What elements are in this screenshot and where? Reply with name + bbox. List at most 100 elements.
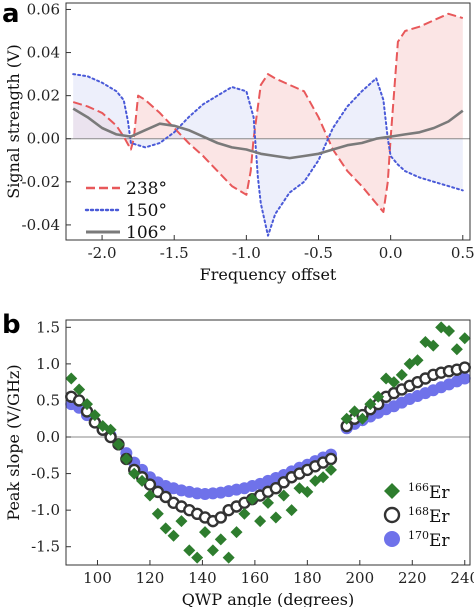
data-point-0-22 xyxy=(238,507,251,520)
data-point-0-47 xyxy=(443,324,456,337)
panel-a-y-tick-label: 0.04 xyxy=(27,44,60,62)
data-point-0-13 xyxy=(167,529,180,542)
data-point-0-7 xyxy=(120,452,133,465)
data-point-1-12 xyxy=(159,490,172,504)
legend-element-symbol: Er xyxy=(429,507,450,527)
data-point-0-16 xyxy=(191,551,204,564)
data-point-0-11 xyxy=(151,507,164,520)
panel-a-x-tick-label: -0.5 xyxy=(304,244,333,262)
panel-b-y-axis-label: Peak slope (V/GHz) xyxy=(4,364,23,520)
data-point-2-49 xyxy=(458,372,471,385)
data-point-0-24 xyxy=(254,515,267,528)
data-point-0-8 xyxy=(128,467,141,480)
panel-a-x-tick-label: 0.5 xyxy=(451,244,474,262)
data-point-0-6 xyxy=(112,438,125,451)
panel-a-y-tick-label: 0.06 xyxy=(27,0,60,18)
data-point-0-48 xyxy=(450,343,463,356)
panel-a-y-tick-label: 0.02 xyxy=(27,87,60,105)
data-point-0-1 xyxy=(73,383,86,396)
data-point-0-30 xyxy=(301,485,314,498)
panel-b-y-tick-label: 0.5 xyxy=(36,391,60,409)
panel-a-legend: 238°150°106° xyxy=(84,179,167,243)
panel-b-x-tick-label: 140 xyxy=(188,569,217,587)
panel-b-letter: b xyxy=(2,310,21,340)
panel-b-x-tick-label: 160 xyxy=(241,569,270,587)
legend-mass-number: 170 xyxy=(408,529,429,542)
panel-a-x-axis-label: Frequency offset xyxy=(200,265,337,284)
data-point-0-49 xyxy=(458,332,471,345)
data-point-0-34 xyxy=(340,412,353,425)
data-point-0-27 xyxy=(277,489,290,502)
panel-a-y-tick-label: -0.04 xyxy=(22,216,60,234)
panel-a-ticks: -2.0 -1.5 -1.0 -0.5 0.0 0.5 -0.04 -0.02 0.00 0.02… xyxy=(22,0,474,262)
series-fill-0 xyxy=(73,13,463,212)
panel-b-frame xyxy=(65,319,471,566)
data-point-1-49 xyxy=(458,361,471,374)
panel-a-frame xyxy=(65,2,471,241)
series-line-2 xyxy=(72,107,464,160)
panel-b-y-tick-label: -1.0 xyxy=(31,501,60,519)
series-line-0 xyxy=(72,12,464,213)
legend-label-2: 106° xyxy=(126,223,167,243)
panel-b-x-tick-label: 240 xyxy=(450,569,474,587)
data-point-1-33 xyxy=(324,452,338,466)
data-point-0-37 xyxy=(364,398,377,411)
data-point-0-32 xyxy=(317,471,330,484)
legend-label-0: 166Er xyxy=(408,481,450,503)
data-point-0-20 xyxy=(222,551,235,564)
panel-b-x-tick-label: 200 xyxy=(345,569,374,587)
panel-b: b 100 120 140 160 180 200 220 240 -1.5 -1.0 -0.5 0.… xyxy=(2,310,474,607)
panel-a-y-tick-label: -0.02 xyxy=(22,173,60,191)
data-point-0-23 xyxy=(246,493,259,506)
data-point-0-26 xyxy=(269,511,282,524)
legend-label-2: 170Er xyxy=(408,529,450,551)
legend-mass-number: 168 xyxy=(408,505,429,518)
panel-b-y-tick-label: 1.5 xyxy=(36,318,60,336)
data-point-0-9 xyxy=(136,474,149,487)
legend-element-symbol: Er xyxy=(429,483,450,503)
panel-b-y-tick-label: -0.5 xyxy=(31,465,60,483)
data-point-1-26 xyxy=(269,482,283,495)
panel-b-y-tick-label: 1.0 xyxy=(36,355,60,373)
data-point-0-10 xyxy=(143,489,156,502)
data-point-0-19 xyxy=(214,533,227,546)
data-point-0-41 xyxy=(395,368,408,381)
panel-a-x-tick-label: -1.0 xyxy=(232,244,261,262)
data-point-0-2 xyxy=(80,398,93,411)
data-point-0-38 xyxy=(372,390,385,403)
data-point-0-14 xyxy=(175,515,188,528)
panel-b-x-tick-label: 220 xyxy=(398,569,427,587)
panel-b-y-tick-label: 0.0 xyxy=(36,428,60,446)
data-point-0-15 xyxy=(183,544,196,557)
panel-b-markers xyxy=(65,321,471,564)
panel-b-ticks: 100 120 140 160 180 200 220 240 -1.5 -1.0 -0.5 0.0 0… xyxy=(31,318,474,587)
data-point-0-45 xyxy=(427,339,440,352)
legend-marker-2 xyxy=(384,531,400,547)
data-point-0-28 xyxy=(285,504,298,517)
data-point-0-5 xyxy=(104,423,117,436)
data-point-0-18 xyxy=(206,544,219,557)
panel-a-letter: a xyxy=(2,0,20,29)
series-line-1 xyxy=(72,73,464,237)
panel-b-x-tick-label: 180 xyxy=(293,569,322,587)
legend-label-0: 238° xyxy=(126,179,167,199)
data-point-0-33 xyxy=(324,463,337,476)
legend-mass-number: 166 xyxy=(408,481,429,494)
legend-label-1: 168Er xyxy=(408,505,450,527)
data-point-0-35 xyxy=(348,405,361,418)
legend-marker-1 xyxy=(383,506,401,524)
legend-element-symbol: Er xyxy=(429,531,450,551)
data-point-0-0 xyxy=(65,372,78,385)
data-point-0-3 xyxy=(88,409,101,422)
panel-b-x-axis-label: QWP angle (degrees) xyxy=(182,590,354,607)
panel-b-y-tick-label: -1.5 xyxy=(31,538,60,556)
legend-marker-0 xyxy=(384,483,400,499)
data-point-0-36 xyxy=(356,412,369,425)
panel-b-x-tick-label: 120 xyxy=(136,569,165,587)
data-point-0-21 xyxy=(230,526,243,539)
data-point-0-43 xyxy=(411,354,424,367)
legend-label-1: 150° xyxy=(126,201,167,221)
panel-b-x-tick-label: 100 xyxy=(83,569,112,587)
data-point-0-25 xyxy=(262,496,274,509)
